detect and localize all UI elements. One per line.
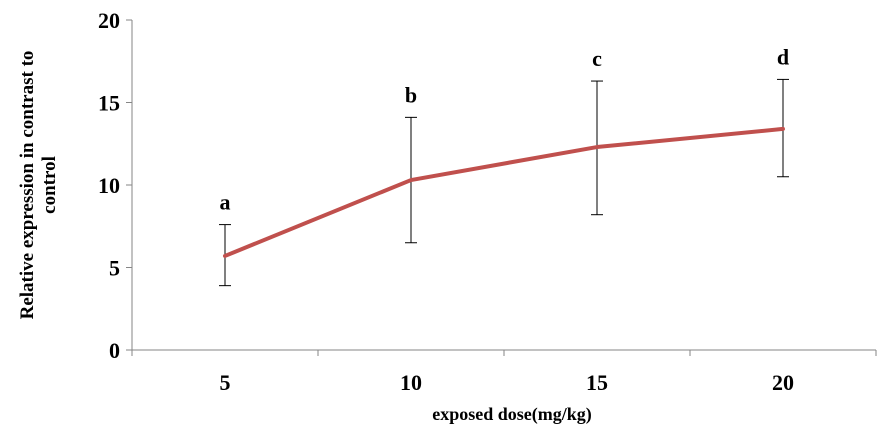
x-tick-label: 15 bbox=[586, 370, 608, 395]
y-axis-ticks: 0 5 10 15 20 bbox=[98, 8, 132, 363]
x-axis-title: exposed dose(mg/kg) bbox=[432, 404, 592, 425]
y-tick-label: 10 bbox=[98, 173, 120, 198]
y-axis-title: Relative expression in contrast to contr… bbox=[17, 51, 60, 320]
x-tick-label: 10 bbox=[400, 370, 422, 395]
y-axis-title-line-1: Relative expression in contrast to bbox=[17, 51, 38, 320]
y-tick-label: 15 bbox=[98, 91, 120, 116]
series-line bbox=[223, 126, 785, 258]
y-tick-label: 5 bbox=[109, 256, 120, 281]
point-label: b bbox=[405, 82, 417, 107]
x-tick-label: 5 bbox=[220, 370, 231, 395]
x-tick-label: 20 bbox=[772, 370, 794, 395]
error-bars bbox=[219, 78, 789, 287]
x-axis-ticks: 5 10 15 20 bbox=[131, 350, 877, 395]
y-tick-label: 0 bbox=[109, 338, 120, 363]
y-axis-title-line-2: control bbox=[39, 156, 60, 214]
point-label: c bbox=[592, 46, 602, 71]
y-tick-label: 20 bbox=[98, 8, 120, 33]
point-labels: a b c d bbox=[220, 44, 790, 214]
point-label: d bbox=[777, 44, 789, 69]
point-label: a bbox=[220, 190, 231, 215]
